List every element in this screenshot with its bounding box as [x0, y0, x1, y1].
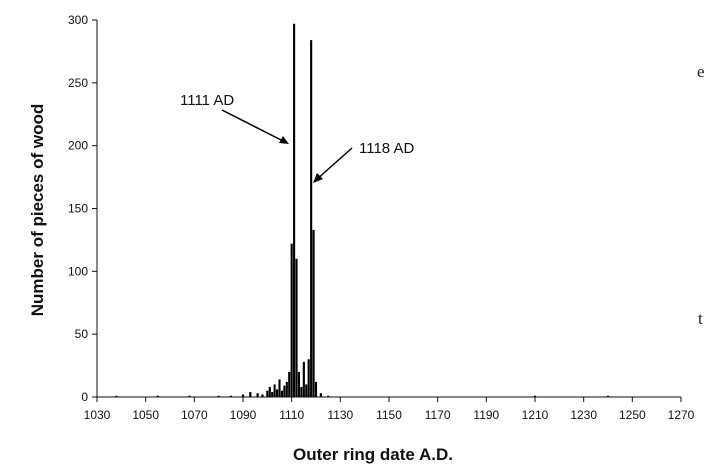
- histogram-bar: [188, 395, 191, 397]
- side-text-bottom: t: [698, 309, 703, 328]
- x-tick-label: 1110: [279, 408, 304, 422]
- histogram-bar: [302, 361, 305, 397]
- histogram-bar: [275, 389, 279, 397]
- histogram-bar: [297, 371, 301, 397]
- annotation-group: 1111 AD 1118 AD: [180, 92, 414, 183]
- histogram-bar: [533, 395, 537, 397]
- histogram-bar: [273, 384, 276, 397]
- histogram-bar: [266, 390, 269, 397]
- x-tick-label: 1150: [376, 408, 402, 422]
- x-tick-label: 1250: [619, 408, 646, 422]
- annotation-label: 1118 AD: [359, 140, 414, 157]
- side-text-top: e: [697, 62, 705, 81]
- histogram-bar: [295, 258, 298, 397]
- histogram-bar: [256, 393, 259, 397]
- y-tick-label: 0: [81, 390, 88, 404]
- y-tick-label: 300: [68, 13, 88, 27]
- histogram-bar: [314, 381, 318, 397]
- histogram-bar: [249, 391, 252, 397]
- histogram-bar: [283, 385, 286, 397]
- histogram-bar: [305, 384, 308, 397]
- arrow-head-icon: [313, 173, 323, 183]
- histogram-bar: [268, 386, 271, 397]
- y-tick-label: 150: [68, 202, 88, 216]
- histogram-bar: [319, 393, 322, 397]
- histogram-bar: [327, 395, 330, 397]
- histogram-bar: [156, 395, 159, 397]
- histogram-bar: [217, 395, 220, 397]
- histogram-bar: [241, 394, 245, 397]
- histogram-bar: [293, 23, 296, 398]
- histogram-bar: [278, 379, 281, 397]
- histogram-bar: [261, 394, 264, 397]
- annotation-arrow: [315, 147, 353, 181]
- x-axis-ticks: 1030 1050 1070 1090 1110 1130 1150 1170 1190 1210…: [84, 397, 695, 422]
- x-tick-label: 1270: [668, 408, 695, 422]
- bar-group: [115, 23, 610, 398]
- histogram-bar: [310, 40, 313, 398]
- histogram-bar: [307, 359, 310, 397]
- annotation-arrow: [221, 109, 288, 144]
- x-tick-label: 1130: [327, 408, 353, 422]
- y-tick-label: 50: [75, 327, 89, 341]
- x-tick-label: 1030: [84, 408, 111, 422]
- histogram-bar: [115, 395, 118, 397]
- x-tick-label: 1170: [425, 408, 451, 422]
- x-tick-label: 1190: [473, 408, 499, 422]
- annotation-label: 1111 AD: [180, 92, 234, 109]
- x-tick-label: 1210: [522, 408, 549, 422]
- arrow-head-icon: [279, 136, 289, 144]
- x-tick-label: 1050: [132, 408, 159, 422]
- y-axis-title: Number of pieces of wood: [28, 104, 47, 317]
- histogram-bar: [606, 395, 610, 397]
- x-tick-label: 1070: [181, 408, 208, 422]
- x-tick-label: 1090: [230, 408, 257, 422]
- histogram-bar: [290, 243, 293, 397]
- y-axis-ticks: 0 50 100 150 200 250 300: [68, 13, 97, 404]
- histogram-bar: [300, 386, 303, 397]
- y-tick-label: 100: [68, 264, 88, 278]
- histogram-bar: [288, 371, 291, 397]
- histogram-bar: [271, 391, 274, 397]
- histogram-bar: [312, 229, 315, 397]
- x-tick-label: 1230: [570, 408, 597, 422]
- y-tick-label: 200: [68, 139, 88, 153]
- y-tick-label: 250: [68, 76, 88, 90]
- histogram-bar: [280, 390, 284, 397]
- histogram-bar: [229, 395, 232, 397]
- histogram-bar: [285, 381, 288, 397]
- x-axis-title: Outer ring date A.D.: [293, 445, 453, 464]
